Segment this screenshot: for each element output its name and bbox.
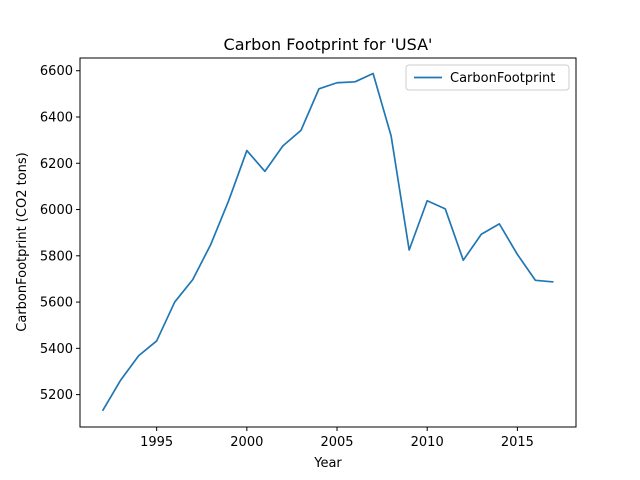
legend-box <box>405 64 570 91</box>
series-line <box>101 72 554 412</box>
plot-background <box>80 58 576 427</box>
x-tick-label: 2010 <box>411 435 444 450</box>
y-tick-label: 5200 <box>40 388 73 403</box>
axis-ticks: 1995 2000 2005 2010 2015 5200 5400 5600 5800 6000… <box>40 64 534 450</box>
series-lines <box>101 72 554 412</box>
x-axis-label: Year <box>313 456 342 471</box>
legend: CarbonFootprint <box>405 64 570 91</box>
x-tick-label: 2015 <box>501 435 534 450</box>
y-tick-label: 6200 <box>40 157 73 172</box>
y-tick-label: 5800 <box>40 249 73 264</box>
x-tick-label: 2000 <box>230 435 263 450</box>
x-tick-label: 1995 <box>140 435 173 450</box>
y-tick-label: 6600 <box>40 64 73 79</box>
y-axis-label: CarbonFootprint (CO2 tons) <box>15 152 30 331</box>
plot-frame <box>79 57 577 428</box>
y-tick-label: 5400 <box>40 342 73 357</box>
legend-label: CarbonFootprint <box>450 71 555 86</box>
y-tick-label: 5600 <box>40 296 73 311</box>
chart-title: Carbon Footprint for 'USA' <box>224 35 433 54</box>
x-tick-label: 2005 <box>320 435 353 450</box>
y-tick-label: 6000 <box>40 203 73 218</box>
y-tick-label: 6400 <box>40 110 73 125</box>
